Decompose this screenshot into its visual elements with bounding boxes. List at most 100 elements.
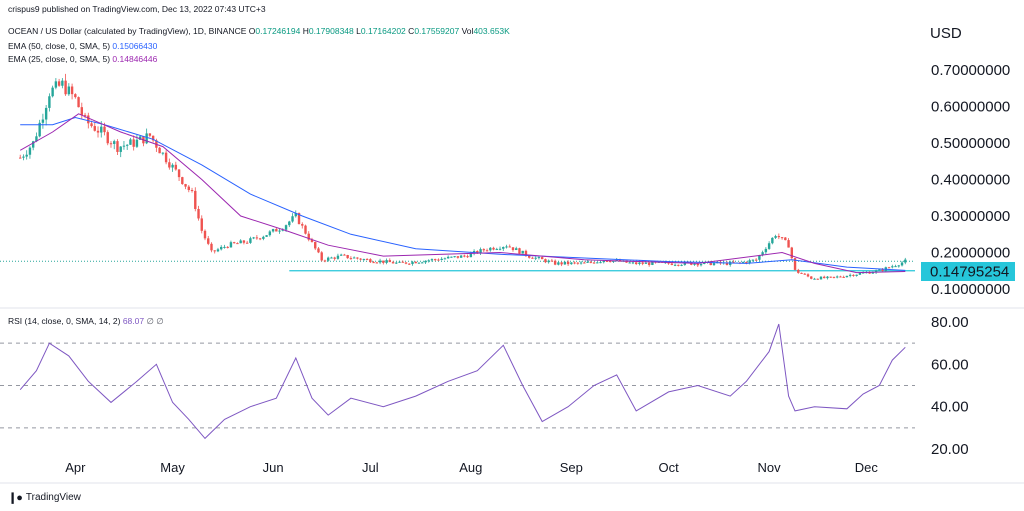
candle-body-172	[576, 262, 580, 264]
candle-body-143	[482, 249, 486, 251]
candle-body-92	[317, 248, 320, 253]
candle-body-112	[382, 260, 385, 263]
candle-body-22	[90, 123, 93, 127]
candle-body-158	[531, 257, 534, 259]
candle-body-85	[294, 213, 297, 217]
ema50-line	[20, 116, 906, 271]
candle-body-21	[87, 115, 90, 124]
candle-body-144	[485, 250, 489, 252]
candle-body-140	[472, 250, 476, 254]
candle-body-87	[301, 224, 304, 226]
candle-body-114	[388, 260, 391, 263]
candle-body-266	[881, 269, 884, 271]
candle-body-0	[19, 157, 22, 159]
candle-body-25	[100, 126, 103, 133]
candle-body-179	[599, 262, 602, 264]
candle-body-129	[437, 259, 440, 261]
candle-body-96	[330, 257, 333, 259]
candle-body-253	[839, 276, 842, 278]
ohlc-close-label: C	[408, 26, 415, 36]
candle-body-243	[806, 274, 810, 277]
candle-body-60	[213, 250, 216, 252]
candle-body-241	[800, 272, 803, 274]
volume-label: Vol	[461, 26, 474, 36]
candle-body-123	[417, 262, 421, 264]
candle-body-240	[797, 269, 800, 273]
candle-body-272	[900, 262, 904, 266]
candle-body-150	[505, 246, 508, 248]
candle-body-102	[349, 258, 353, 260]
candle-body-232	[771, 237, 774, 244]
ema25-legend[interactable]: EMA (25, close, 0, SMA, 5) 0.14846446	[8, 54, 157, 64]
candle-body-192	[641, 262, 644, 264]
candle-body-227	[754, 259, 758, 261]
ema50-label: EMA (50, close, 0, SMA, 5)	[8, 41, 111, 51]
candle-body-135	[456, 256, 460, 258]
candle-body-4	[31, 141, 35, 148]
candle-body-247	[819, 276, 823, 280]
candle-body-136	[459, 255, 463, 258]
candle-body-19	[80, 107, 84, 115]
candle-body-46	[168, 162, 171, 168]
rsi-legend[interactable]: RSI (14, close, 0, SMA, 14, 2) 68.07 ∅ ∅	[8, 316, 164, 327]
candle-body-263	[871, 272, 875, 274]
candle-body-242	[803, 273, 806, 275]
publisher-text: crispus9 published on TradingView.com, D…	[8, 4, 266, 14]
rsi-value: 68.07	[122, 316, 145, 326]
candle-body-183	[612, 260, 615, 262]
candle-body-20	[83, 114, 87, 116]
symbol-line: OCEAN / US Dollar (calculated by Trading…	[8, 26, 510, 36]
candles	[19, 73, 907, 280]
candle-body-12	[57, 81, 61, 86]
candle-body-100	[343, 254, 346, 256]
candle-body-167	[560, 262, 563, 265]
candle-body-101	[346, 255, 349, 259]
candle-body-76	[265, 235, 268, 237]
candle-body-71	[249, 238, 252, 243]
ema50-legend[interactable]: EMA (50, close, 0, SMA, 5) 0.15066430	[8, 41, 157, 51]
candle-body-14	[64, 80, 67, 95]
ohlc-high: 0.17908348	[308, 26, 354, 36]
rsi-line	[19, 323, 906, 440]
candle-body-210	[699, 263, 703, 266]
ema25-value: 0.14846446	[112, 54, 158, 64]
candle-body-264	[874, 270, 878, 273]
candle-body-106	[362, 259, 366, 261]
candle-body-88	[304, 225, 307, 234]
candle-body-249	[826, 276, 829, 279]
candle-body-256	[848, 274, 852, 276]
candle-body-234	[777, 236, 781, 238]
candle-body-137	[463, 255, 466, 257]
candle-body-170	[570, 262, 573, 265]
ohlc-low-label: L	[356, 26, 361, 36]
month-tick-may: May	[160, 460, 185, 475]
candle-body-238	[790, 247, 794, 259]
candle-body-164	[550, 260, 554, 262]
candle-body-11	[54, 81, 58, 88]
candle-body-151	[508, 246, 511, 248]
candle-body-138	[466, 256, 469, 258]
candle-body-115	[391, 262, 395, 264]
candle-body-231	[767, 243, 771, 249]
candle-body-83	[288, 221, 291, 226]
candle-body-193	[644, 262, 648, 264]
price-axis: 0.70000000 0.60000000 0.50000000 0.40000000…	[931, 62, 1010, 298]
candle-body-32	[122, 145, 126, 147]
candle-body-147	[495, 248, 498, 250]
candle-body-244	[810, 276, 813, 279]
month-tick-aug: Aug	[459, 460, 482, 475]
candle-body-157	[528, 255, 531, 258]
candle-body-178	[596, 262, 599, 264]
candle-body-9	[48, 96, 51, 108]
month-tick-apr: Apr	[65, 460, 86, 475]
candle-body-81	[281, 229, 285, 231]
candle-body-149	[502, 247, 505, 249]
candle-body-118	[401, 261, 404, 263]
candle-body-36	[135, 139, 139, 147]
candle-body-23	[93, 126, 96, 131]
candle-body-271	[897, 265, 900, 267]
candle-body-15	[67, 86, 71, 95]
rsi-label: RSI (14, close, 0, SMA, 14, 2)	[8, 316, 121, 326]
candle-body-255	[845, 275, 849, 278]
